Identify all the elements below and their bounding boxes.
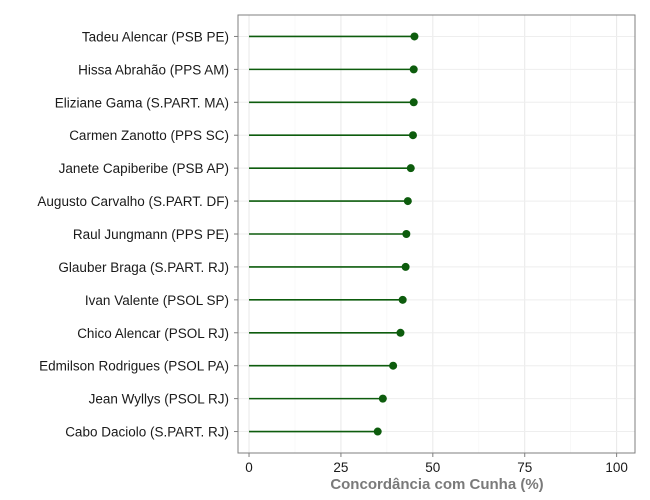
category-label: Glauber Braga (S.PART. RJ) bbox=[58, 260, 229, 275]
lollipop-point bbox=[402, 230, 411, 238]
lollipop-point bbox=[403, 197, 412, 206]
category-label: Ivan Valente (PSOL SP) bbox=[85, 293, 229, 308]
lollipop-point bbox=[378, 394, 387, 403]
lollipop-point bbox=[408, 131, 417, 140]
x-tick-label: 0 bbox=[245, 460, 253, 475]
lollipop-point bbox=[409, 65, 418, 74]
category-label: Carmen Zanotto (PPS SC) bbox=[69, 128, 229, 143]
grid bbox=[238, 15, 635, 453]
category-label: Augusto Carvalho (S.PART. DF) bbox=[37, 194, 229, 209]
category-label: Edmilson Rodrigues (PSOL PA) bbox=[39, 359, 229, 374]
x-axis-ticks: 0 25 50 75 100 bbox=[245, 453, 628, 475]
category-label: Jean Wyllys (PSOL RJ) bbox=[89, 392, 229, 407]
category-label: Cabo Daciolo (S.PART. RJ) bbox=[65, 425, 229, 440]
x-tick-label: 50 bbox=[425, 460, 440, 475]
category-label: Hissa Abrahão (PPS AM) bbox=[78, 62, 229, 77]
x-axis-title: Concordância com Cunha (%) bbox=[330, 476, 543, 493]
category-labels: Tadeu Alencar (PSB PE) Hissa Abrahão (PPS… bbox=[37, 29, 238, 440]
category-label: Janete Capiberibe (PSB AP) bbox=[59, 161, 229, 176]
category-label: Tadeu Alencar (PSB PE) bbox=[82, 29, 229, 44]
x-tick-label: 25 bbox=[333, 460, 348, 475]
lollipop-point bbox=[410, 32, 419, 41]
category-label: Eliziane Gama (S.PART. MA) bbox=[55, 95, 229, 110]
lollipop-point bbox=[373, 427, 382, 436]
lollipop-point bbox=[398, 295, 407, 304]
lollipop-point bbox=[396, 328, 405, 337]
lollipop-point bbox=[406, 164, 415, 173]
category-label: Raul Jungmann (PPS PE) bbox=[73, 227, 229, 242]
lollipop-point bbox=[409, 98, 418, 107]
data-marks bbox=[249, 32, 419, 436]
x-tick-label: 100 bbox=[605, 460, 628, 475]
category-label: Chico Alencar (PSOL RJ) bbox=[77, 326, 229, 341]
lollipop-point bbox=[401, 262, 410, 271]
x-tick-label: 75 bbox=[517, 460, 532, 475]
lollipop-point bbox=[389, 361, 398, 370]
